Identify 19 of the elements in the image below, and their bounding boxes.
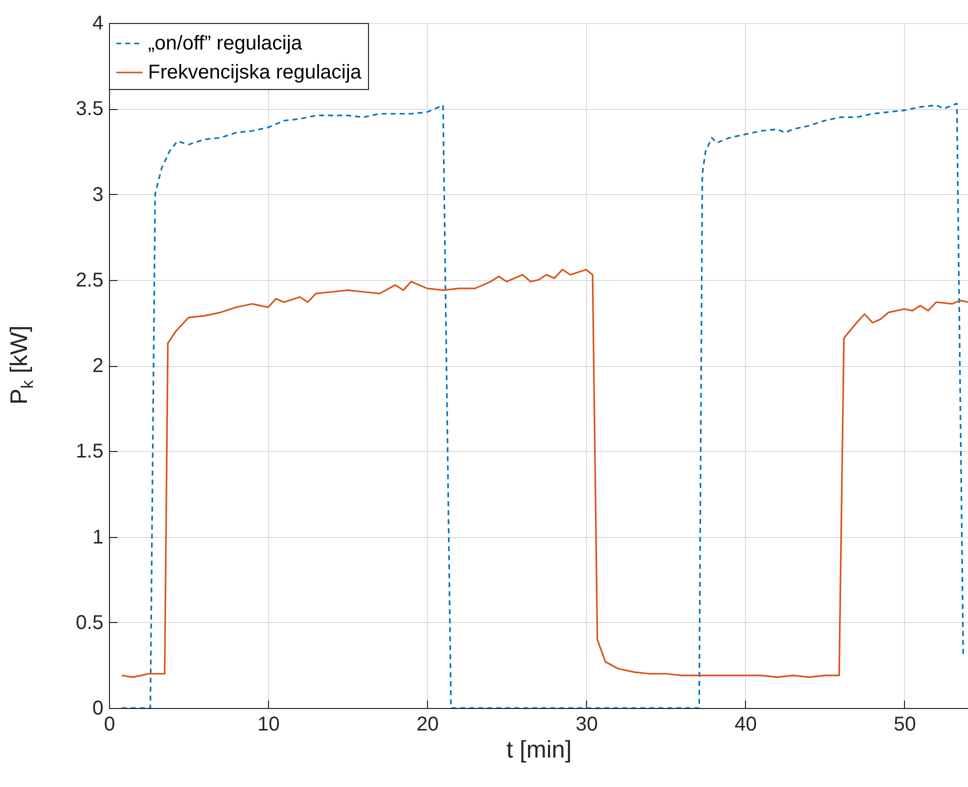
legend-label: „on/off” regulacija xyxy=(148,32,304,54)
y-tick-label: 1.5 xyxy=(76,440,104,463)
x-axis-title: t [min] xyxy=(506,736,572,764)
y-tick-label: 2.5 xyxy=(76,269,104,292)
y-tick-label: 3 xyxy=(92,184,104,206)
x-tick-label: 50 xyxy=(894,714,916,736)
y-tick-label: 0.5 xyxy=(76,612,104,634)
y-tick-label: 4 xyxy=(92,12,104,34)
x-tick-label: 40 xyxy=(734,714,757,736)
y-tick-label: 2 xyxy=(92,355,104,377)
y-tick-label: 3.5 xyxy=(76,98,104,120)
y-tick-label: 0 xyxy=(92,698,104,720)
legend-label: Frekvencijska regulacija xyxy=(148,62,362,84)
x-tick-label: 20 xyxy=(416,714,439,736)
line-series xyxy=(120,102,964,708)
x-tick-label: 30 xyxy=(576,714,598,736)
y-tick-label: 1 xyxy=(92,526,104,548)
line-series xyxy=(120,268,968,678)
x-tick-label: 10 xyxy=(257,714,280,736)
